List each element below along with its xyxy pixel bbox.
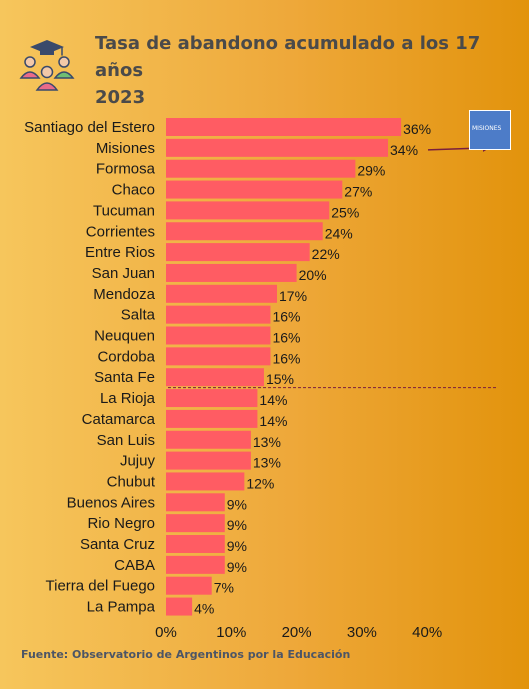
category-label: Buenos Aires bbox=[67, 494, 155, 511]
bar bbox=[166, 347, 271, 366]
x-tick-label: 20% bbox=[282, 624, 312, 641]
bar bbox=[166, 180, 343, 199]
bar bbox=[166, 514, 225, 533]
inset-label: MISIONES bbox=[472, 125, 502, 132]
category-label: Rio Negro bbox=[87, 515, 155, 532]
bar bbox=[166, 201, 330, 220]
chart-title: Tasa de abandono acumulado a los 17 años… bbox=[95, 30, 495, 111]
bar bbox=[166, 118, 402, 136]
value-label: 25% bbox=[331, 204, 359, 220]
students-graduation-icon bbox=[19, 40, 75, 91]
title-line-3: 2023 bbox=[95, 87, 146, 108]
category-label: San Juan bbox=[92, 265, 155, 282]
value-label: 16% bbox=[272, 309, 300, 325]
value-label: 22% bbox=[312, 246, 340, 262]
category-label: Santa Fe bbox=[94, 369, 155, 386]
bar bbox=[166, 597, 193, 616]
value-label: 36% bbox=[403, 121, 431, 137]
value-label: 7% bbox=[214, 580, 234, 596]
value-label: 27% bbox=[344, 184, 372, 200]
value-label: 16% bbox=[272, 350, 300, 366]
value-label: 12% bbox=[246, 475, 274, 491]
value-label: 29% bbox=[357, 163, 385, 179]
value-label: 15% bbox=[266, 371, 294, 387]
x-tick-label: 0% bbox=[155, 624, 177, 641]
bar bbox=[166, 389, 258, 408]
category-label: Cordoba bbox=[97, 348, 155, 365]
value-label: 4% bbox=[194, 601, 214, 617]
value-label: 14% bbox=[259, 392, 287, 408]
value-label: 13% bbox=[253, 455, 281, 471]
value-label: 20% bbox=[299, 267, 327, 283]
bar bbox=[166, 451, 251, 470]
category-label: Neuquen bbox=[94, 328, 155, 345]
bar bbox=[166, 472, 245, 491]
bar bbox=[166, 159, 356, 178]
bar bbox=[166, 409, 258, 428]
category-label: Corrientes bbox=[86, 223, 155, 240]
bar bbox=[166, 263, 297, 282]
category-label: Formosa bbox=[96, 161, 156, 178]
value-label: 13% bbox=[253, 434, 281, 450]
bar bbox=[166, 430, 251, 449]
value-label: 9% bbox=[227, 496, 247, 512]
value-label: 9% bbox=[227, 538, 247, 554]
bar bbox=[166, 555, 225, 574]
category-label: Chubut bbox=[107, 473, 156, 490]
bar bbox=[166, 222, 323, 241]
title-line-1: Tasa de abandono acumulado a los 17 bbox=[95, 33, 481, 54]
category-label: Salta bbox=[121, 307, 156, 324]
value-label: 16% bbox=[272, 330, 300, 346]
category-label: Tierra del Fuego bbox=[46, 578, 156, 595]
value-label: 34% bbox=[390, 142, 418, 158]
value-label: 14% bbox=[259, 413, 287, 429]
value-label: 17% bbox=[279, 288, 307, 304]
category-label: La Pampa bbox=[87, 599, 156, 616]
bar bbox=[166, 535, 225, 553]
category-label: Santa Cruz bbox=[80, 536, 155, 553]
value-label: 9% bbox=[227, 559, 247, 575]
bar bbox=[166, 284, 278, 303]
category-label: San Luis bbox=[97, 432, 155, 449]
title-line-2: años bbox=[95, 60, 144, 81]
category-label: Chaco bbox=[112, 182, 155, 199]
bar bbox=[166, 493, 225, 512]
category-label: Entre Rios bbox=[85, 244, 155, 261]
category-label: Jujuy bbox=[120, 453, 156, 470]
category-label: Tucuman bbox=[93, 202, 155, 219]
category-label: La Rioja bbox=[100, 390, 156, 407]
category-label: Misiones bbox=[96, 140, 155, 157]
bar bbox=[166, 243, 310, 262]
bar bbox=[166, 138, 389, 157]
category-label: Mendoza bbox=[93, 286, 155, 303]
category-label: Catamarca bbox=[82, 411, 156, 428]
value-label: 24% bbox=[325, 225, 353, 241]
category-label: Santiago del Estero bbox=[24, 119, 155, 136]
value-label: 9% bbox=[227, 517, 247, 533]
bar bbox=[166, 576, 212, 595]
category-label: CABA bbox=[114, 557, 155, 574]
bar bbox=[166, 326, 271, 345]
x-tick-label: 10% bbox=[216, 624, 246, 641]
bar bbox=[166, 305, 271, 324]
source-note: Fuente: Observatorio de Argentinos por l… bbox=[21, 648, 351, 661]
x-tick-label: 40% bbox=[412, 624, 442, 641]
x-tick-label: 30% bbox=[347, 624, 377, 641]
misiones-map-icon: MISIONES bbox=[469, 110, 511, 150]
bar bbox=[166, 368, 264, 387]
